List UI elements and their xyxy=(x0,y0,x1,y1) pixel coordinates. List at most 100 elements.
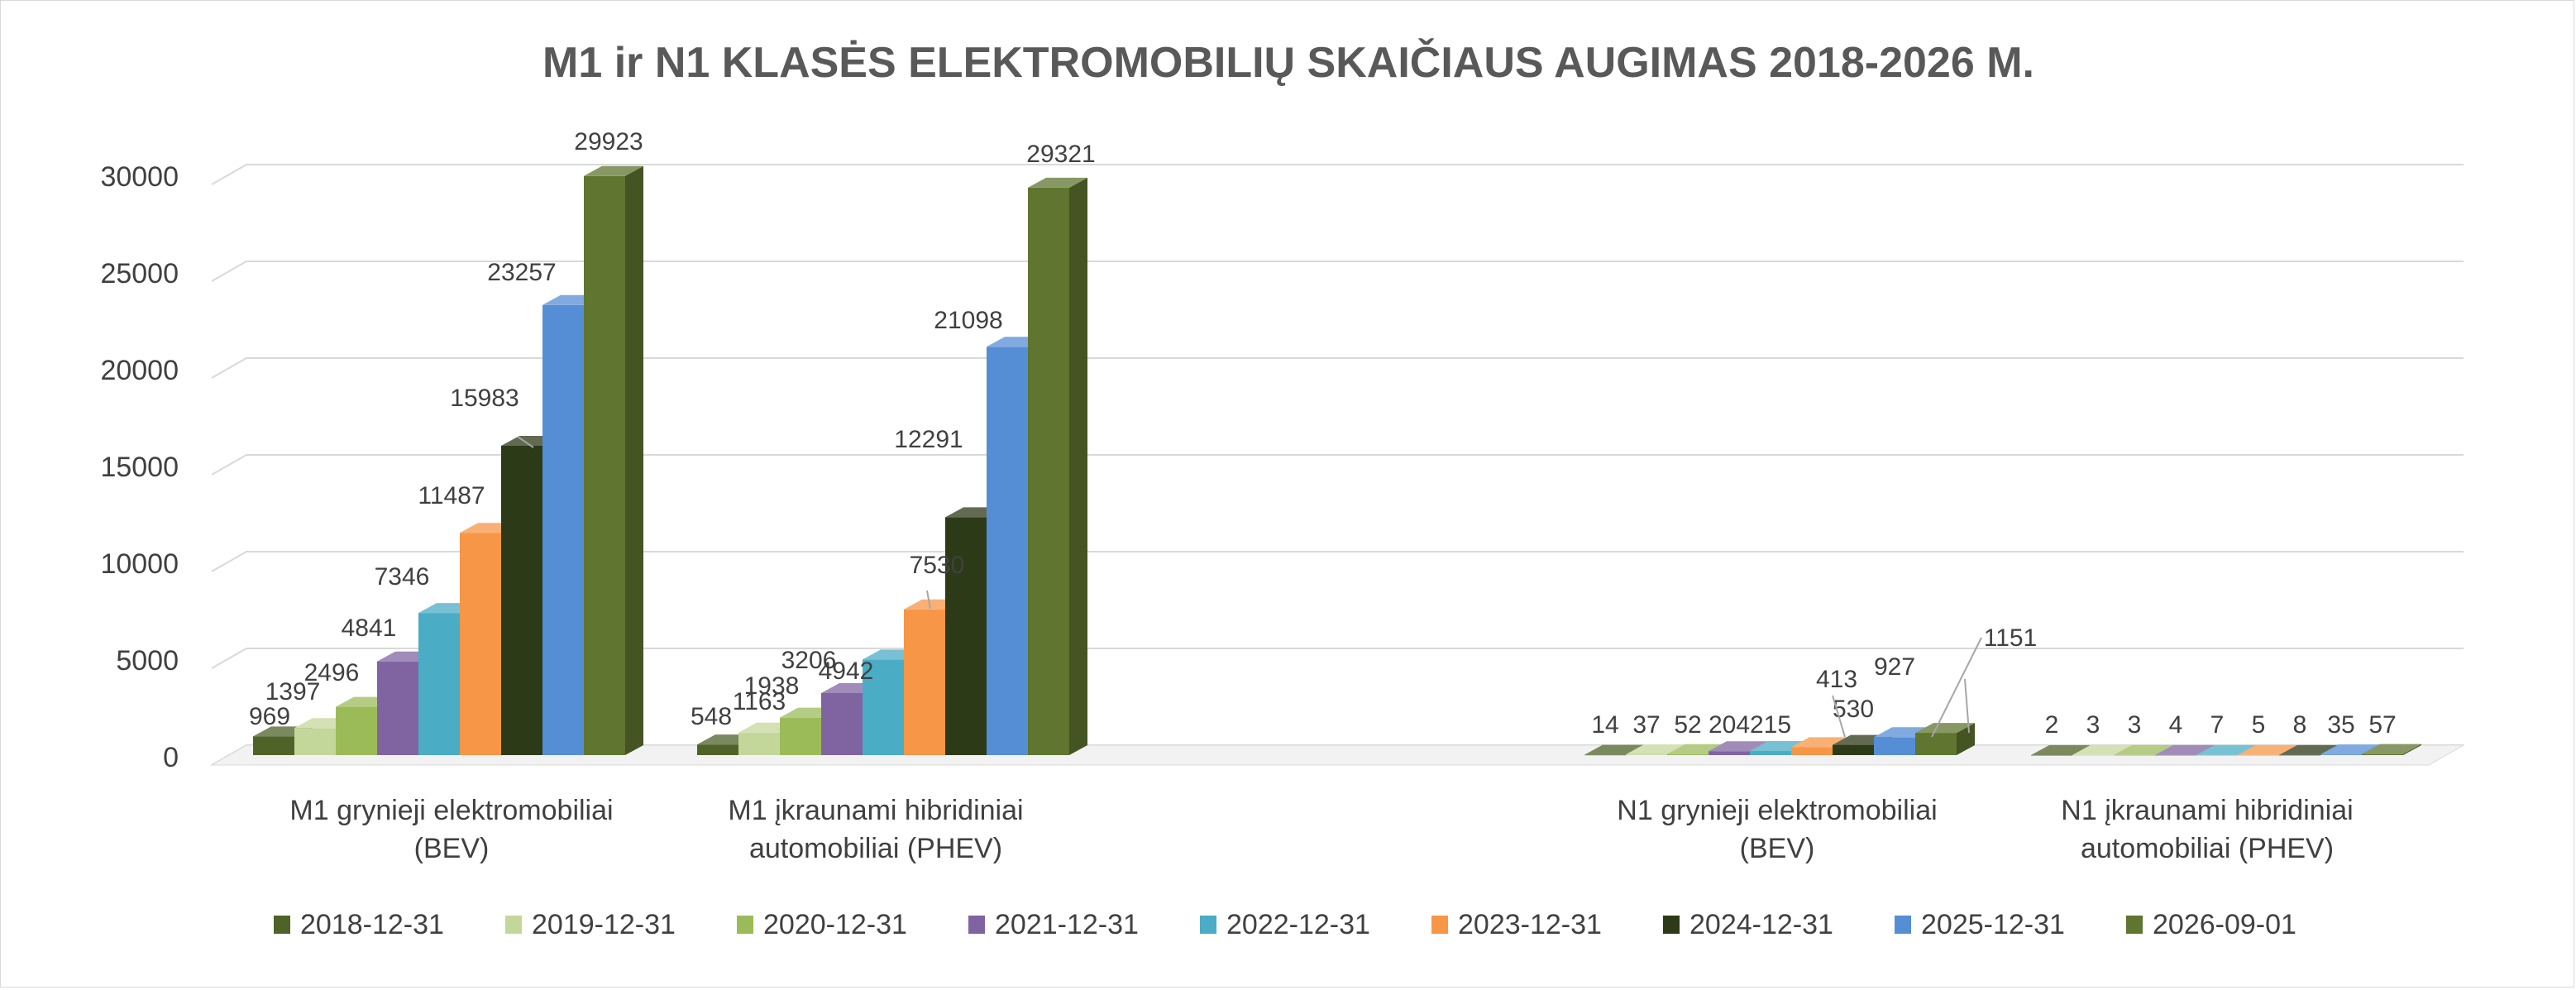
legend-item: 2021-12-31 xyxy=(968,909,1139,940)
legend-label: 2021-12-31 xyxy=(995,909,1139,940)
bar xyxy=(2362,744,2421,755)
data-label: 3 xyxy=(2128,711,2142,739)
y-tick-label: 25000 xyxy=(100,258,179,289)
label-leader-line xyxy=(517,436,534,448)
bar xyxy=(1915,723,1975,755)
data-label: 4942 xyxy=(819,658,874,685)
category-label: N1 grynieji elektromobiliai xyxy=(1617,795,1937,826)
data-label: 969 xyxy=(249,703,290,730)
data-label: 927 xyxy=(1874,653,1915,681)
legend-label: 2020-12-31 xyxy=(763,909,907,940)
legend-label: 2026-09-01 xyxy=(2153,909,2296,940)
category-label: N1 įkraunami hibridiniai xyxy=(2061,795,2353,826)
data-label: 215 xyxy=(1750,711,1791,739)
data-label: 23257 xyxy=(487,259,556,286)
label-leader-line xyxy=(1931,637,1982,738)
label-leader-line xyxy=(1964,678,1970,734)
category-label: M1 įkraunami hibridiniai xyxy=(728,795,1023,826)
chart-title: M1 ir N1 KLASĖS ELEKTROMOBILIŲ SKAIČIAUS… xyxy=(542,38,2034,87)
gridline xyxy=(211,164,2464,185)
legend-label: 2018-12-31 xyxy=(300,909,444,940)
y-tick-label: 15000 xyxy=(100,452,179,483)
data-label: 2496 xyxy=(304,659,360,686)
legend-label: 2024-12-31 xyxy=(1689,909,1833,940)
data-label: 35 xyxy=(2327,711,2354,739)
legend-label: 2023-12-31 xyxy=(1458,909,1602,940)
label-leader-line xyxy=(926,590,931,610)
legend-swatch xyxy=(737,916,753,934)
category-label: (BEV) xyxy=(1740,833,1815,864)
legend-item: 2024-12-31 xyxy=(1663,909,1833,940)
data-label: 4 xyxy=(2169,711,2183,739)
label-leader-line xyxy=(1832,695,1846,738)
bar xyxy=(1028,177,1087,755)
legend-item: 2026-09-01 xyxy=(2126,909,2296,940)
legend-item: 2019-12-31 xyxy=(505,909,676,940)
y-tick-label: 20000 xyxy=(100,355,179,386)
data-label: 1397 xyxy=(265,678,321,705)
legend-swatch xyxy=(1895,916,1911,934)
y-tick-label: 0 xyxy=(163,742,179,773)
y-tick-label: 30000 xyxy=(100,161,179,193)
data-label: 29321 xyxy=(1026,141,1095,168)
category-label: M1 grynieji elektromobiliai xyxy=(289,795,613,826)
gridline xyxy=(211,261,2464,282)
gridline xyxy=(211,454,2464,476)
category-labels: M1 grynieji elektromobiliai (BEV) M1 įkrau… xyxy=(289,795,2353,864)
legend-item: 2025-12-31 xyxy=(1895,909,2065,940)
legend-swatch xyxy=(1200,916,1216,934)
data-label: 11487 xyxy=(418,482,485,509)
data-label: 1938 xyxy=(744,672,800,700)
data-label: 14 xyxy=(1591,711,1618,739)
data-label: 15983 xyxy=(450,385,519,412)
legend-swatch xyxy=(1431,916,1448,934)
legend-item: 2018-12-31 xyxy=(274,909,444,940)
data-label: 12291 xyxy=(894,426,963,453)
data-label: 548 xyxy=(691,703,732,730)
data-label: 3206 xyxy=(781,647,837,674)
legend-swatch xyxy=(968,916,985,934)
data-label: 21098 xyxy=(934,307,1002,334)
legend: 2018-12-31 2019-12-31 2020-12-31 2021-12-31… xyxy=(274,909,2296,940)
data-label: 7530 xyxy=(910,552,965,579)
y-axis: 0 5000 10000 15000 20000 25000 30000 xyxy=(100,161,179,773)
data-label: 1163 xyxy=(733,688,786,715)
gridline xyxy=(211,357,2464,379)
legend-swatch xyxy=(1663,916,1680,934)
legend-label: 2025-12-31 xyxy=(1921,909,2065,940)
data-label: 29923 xyxy=(574,128,643,155)
data-label: 37 xyxy=(1632,711,1660,739)
data-label: 413 xyxy=(1816,666,1857,693)
data-label: 8 xyxy=(2293,711,2307,739)
data-label: 1151 xyxy=(1984,624,2038,652)
data-label: 3 xyxy=(2086,711,2100,739)
data-label: 52 xyxy=(1674,711,1701,739)
data-label: 2 xyxy=(2045,711,2059,739)
legend-label: 2022-12-31 xyxy=(1226,909,1370,940)
y-tick-label: 5000 xyxy=(116,645,179,677)
category-label: automobiliai (PHEV) xyxy=(749,833,1002,864)
data-label: 204 xyxy=(1709,711,1750,739)
bars-layer xyxy=(253,165,2421,756)
legend-item: 2023-12-31 xyxy=(1431,909,1602,940)
bar xyxy=(584,165,643,755)
legend-swatch xyxy=(505,916,522,934)
legend-label: 2019-12-31 xyxy=(532,909,676,940)
legend-swatch xyxy=(274,916,290,934)
data-label: 4841 xyxy=(342,615,397,642)
y-tick-label: 10000 xyxy=(100,548,179,580)
legend-item: 2020-12-31 xyxy=(737,909,907,940)
data-label: 5 xyxy=(2252,711,2266,739)
gridline xyxy=(211,551,2464,572)
legend-swatch xyxy=(2126,916,2143,934)
data-label: 57 xyxy=(2368,711,2396,739)
category-label: (BEV) xyxy=(414,833,490,864)
data-label: 7 xyxy=(2210,711,2225,739)
legend-item: 2022-12-31 xyxy=(1200,909,1370,940)
data-label: 7346 xyxy=(375,563,430,591)
category-label: automobiliai (PHEV) xyxy=(2081,833,2334,864)
gridline xyxy=(211,648,2464,669)
